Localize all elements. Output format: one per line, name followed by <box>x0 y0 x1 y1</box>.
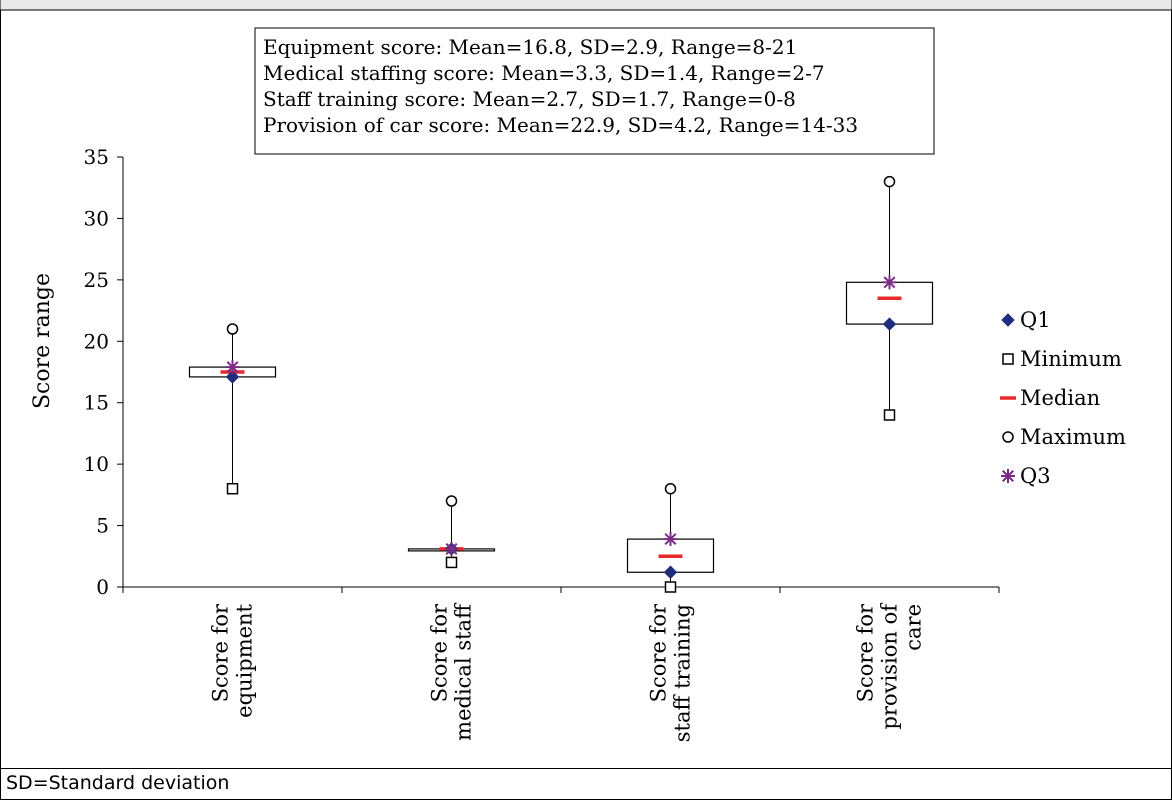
q1-marker <box>663 565 678 579</box>
stats-annotation-line: Provision of car score: Mean=22.9, SD=4.… <box>263 113 858 137</box>
x-category-label: staff training <box>671 604 695 742</box>
maximum-marker <box>226 323 239 335</box>
minimum-marker <box>226 482 239 495</box>
x-category-label: provision of <box>878 602 902 730</box>
x-category-label: medical staff <box>452 602 476 741</box>
legend-marker-q1 <box>1001 313 1015 327</box>
minimum-marker <box>883 409 896 421</box>
q3-marker <box>883 276 896 289</box>
legend-marker-maximum <box>1002 431 1014 443</box>
legend-label: Minimum <box>1020 347 1122 371</box>
y-tick-label: 0 <box>96 575 109 599</box>
q3-marker <box>226 361 239 374</box>
x-category-label: Score for <box>647 603 671 702</box>
maximum-marker <box>445 495 458 507</box>
y-tick-label: 20 <box>84 329 109 353</box>
y-tick-label: 35 <box>84 145 109 169</box>
maximum-marker <box>883 175 896 188</box>
q1-marker <box>225 370 240 384</box>
top-band <box>0 0 1172 10</box>
maximum-marker <box>664 482 677 495</box>
x-category-label: Score for <box>428 603 452 702</box>
legend-label: Q3 <box>1020 464 1051 488</box>
y-tick-label: 15 <box>84 391 109 415</box>
footnote: SD=Standard deviation <box>6 772 230 794</box>
x-category-label: Score for <box>854 603 878 702</box>
y-tick-label: 5 <box>96 514 109 538</box>
y-axis-title: Score range <box>30 273 55 409</box>
q3-marker <box>445 542 458 555</box>
x-category-label: equipment <box>233 603 257 717</box>
minimum-marker <box>664 581 677 593</box>
y-tick-label: 10 <box>84 452 109 476</box>
x-category-label: care <box>902 604 926 651</box>
y-tick-label: 30 <box>84 206 109 230</box>
legend-label: Median <box>1020 386 1100 410</box>
stats-annotation-line: Staff training score: Mean=2.7, SD=1.7, … <box>263 87 796 111</box>
q1-marker <box>882 317 897 331</box>
legend-label: Maximum <box>1020 425 1126 449</box>
stats-annotation-line: Equipment score: Mean=16.8, SD=2.9, Rang… <box>263 35 797 59</box>
legend-marker-q3 <box>1002 470 1014 482</box>
stats-annotation-line: Medical staffing score: Mean=3.3, SD=1.4… <box>263 61 825 85</box>
q3-marker <box>664 533 677 546</box>
x-category-label: Score for <box>209 603 233 702</box>
legend-marker-minimum <box>1002 353 1014 365</box>
legend-label: Q1 <box>1020 308 1051 332</box>
minimum-marker <box>445 556 458 569</box>
stats-annotation-box <box>254 27 935 155</box>
y-tick-label: 25 <box>84 268 109 292</box>
